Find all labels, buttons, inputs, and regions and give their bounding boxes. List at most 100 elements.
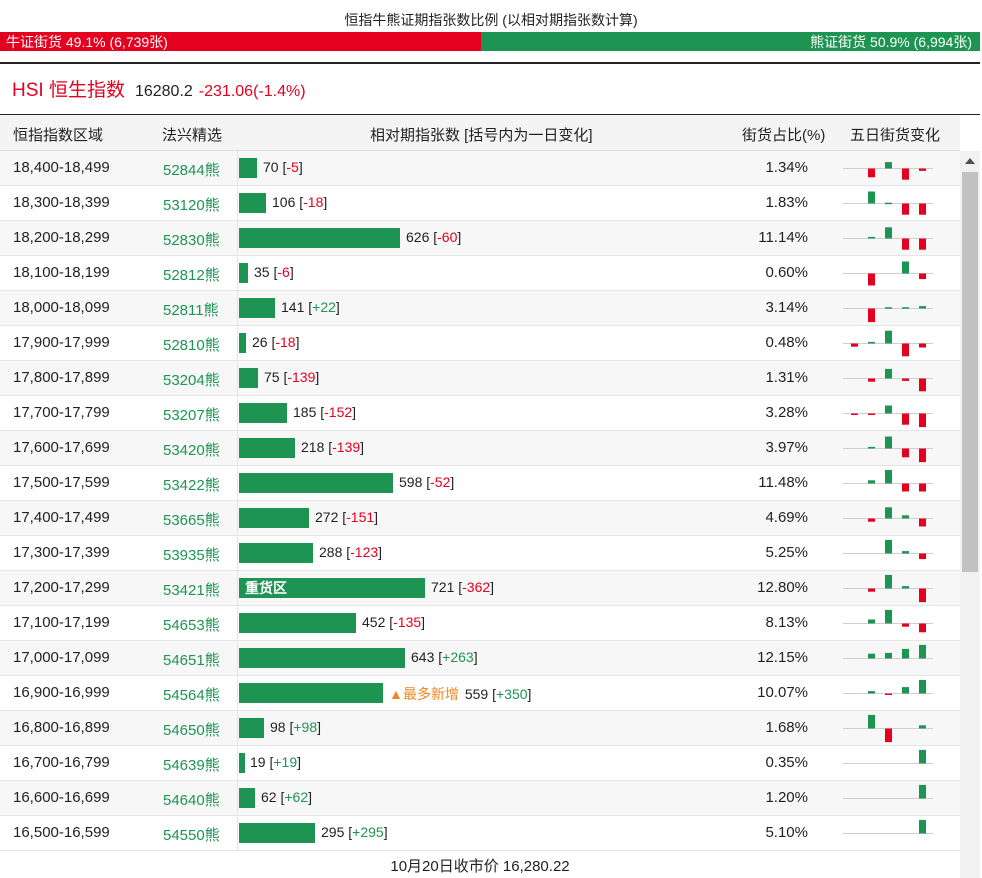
index-range-cell: 18,200-18,299	[13, 229, 110, 246]
daily-change: -139	[332, 439, 361, 455]
count-value: 626 [-60]	[406, 229, 462, 245]
column-divider	[237, 151, 238, 186]
sparkline-bar	[868, 619, 875, 624]
count-bar	[239, 403, 287, 423]
warrant-code-link[interactable]: 52810熊	[163, 337, 220, 354]
warrant-code-link[interactable]: 52812熊	[163, 267, 220, 284]
count-number: 559	[464, 686, 489, 702]
count-number: 75	[264, 369, 280, 385]
sparkline-bar	[868, 191, 875, 204]
column-divider	[237, 641, 238, 676]
index-range-cell: 17,800-17,899	[13, 369, 110, 386]
column-divider	[237, 676, 238, 711]
warrant-code-link[interactable]: 53204熊	[163, 372, 220, 389]
daily-change: -18	[303, 194, 324, 210]
share-ratio: 0.60%	[765, 264, 808, 281]
warrant-code-link[interactable]: 54639熊	[163, 757, 220, 774]
sparkline-bar	[885, 469, 892, 484]
warrant-code-link[interactable]: 53420熊	[163, 442, 220, 459]
sparkline-bar	[885, 227, 892, 239]
daily-change: +295	[352, 824, 384, 840]
index-quote: HSI 恒生指数 16280.2 -231.06(-1.4%)	[12, 75, 306, 105]
warrant-code-link[interactable]: 54550熊	[163, 827, 220, 844]
count-number: 295	[321, 824, 345, 840]
warrant-code-link[interactable]: 53665熊	[163, 512, 220, 529]
divider	[0, 62, 980, 64]
header-range: 恒指指数区域	[13, 127, 104, 144]
warrant-code-link[interactable]: 54650熊	[163, 722, 220, 739]
sparkline-bar	[902, 378, 909, 381]
table-row: 17,600-17,699 53420熊 218 [-139] 3.97%	[0, 431, 960, 466]
daily-change: +19	[273, 754, 298, 770]
index-range-cell: 17,200-17,299	[13, 579, 110, 596]
count-bar	[239, 158, 257, 178]
index-range-cell: 17,900-17,999	[13, 334, 110, 351]
share-ratio: 10.07%	[757, 684, 808, 701]
count-number: 70	[263, 159, 279, 175]
sparkline-bar	[919, 168, 926, 171]
warrant-code-link[interactable]: 52844熊	[163, 162, 220, 179]
daily-change: -151	[346, 509, 375, 525]
bear-ratio-segment: 熊证街货 50.9% (6,994张)	[481, 32, 980, 51]
five-day-sparkline	[843, 539, 933, 560]
sparkline-bar	[902, 687, 909, 694]
table-row: 18,200-18,299 52830熊 626 [-60] 11.14%	[0, 221, 960, 256]
column-divider	[237, 431, 238, 466]
sparkline-bar	[868, 446, 875, 449]
scroll-up-arrow-icon[interactable]	[965, 158, 975, 164]
sparkline-bar	[902, 448, 909, 458]
share-ratio: 12.80%	[757, 579, 808, 596]
count-value: 26 [-18]	[252, 334, 300, 350]
count-bar	[239, 333, 246, 353]
share-ratio: 5.10%	[765, 824, 808, 841]
sparkline-bar	[868, 691, 875, 694]
count-value: 452 [-135]	[362, 614, 426, 630]
index-range-cell: 16,900-16,999	[13, 684, 110, 701]
warrant-code-link[interactable]: 54653熊	[163, 617, 220, 634]
share-ratio: 1.83%	[765, 194, 808, 211]
count-number: 288	[319, 544, 343, 560]
warrant-code-link[interactable]: 53422熊	[163, 477, 220, 494]
table-row: 17,500-17,599 53422熊 598 [-52] 11.48%	[0, 466, 960, 501]
header-code: 法兴精选	[162, 127, 223, 144]
column-divider	[237, 361, 238, 396]
warrant-code-link[interactable]: 53207熊	[163, 407, 220, 424]
index-range-cell: 17,300-17,399	[13, 544, 110, 561]
count-bar	[239, 473, 393, 493]
five-day-sparkline	[843, 330, 933, 357]
warrant-code-link[interactable]: 54651熊	[163, 652, 220, 669]
table-row: 18,400-18,499 52844熊 70 [-5] 1.34%	[0, 151, 960, 186]
column-divider	[237, 536, 238, 571]
daily-change: -139	[287, 369, 316, 385]
sparkline-bar	[885, 202, 892, 205]
warrant-code-link[interactable]: 52811熊	[163, 302, 219, 319]
five-day-sparkline	[843, 436, 933, 463]
bull-bear-ratio-bar: 牛证街货 49.1% (6,739张) 熊证街货 50.9% (6,994张)	[0, 32, 980, 51]
table-row: 18,000-18,099 52811熊 141 [+22] 3.14%	[0, 291, 960, 326]
warrant-code-link[interactable]: 52830熊	[163, 232, 220, 249]
warrant-code-link[interactable]: 54564熊	[163, 687, 220, 704]
column-divider	[237, 326, 238, 361]
warrant-code-link[interactable]: 53421熊	[163, 582, 220, 599]
count-number: 185	[293, 404, 317, 420]
five-day-sparkline	[843, 714, 933, 743]
sparkline-bar	[919, 749, 926, 764]
scrollbar-thumb[interactable]	[962, 172, 978, 572]
count-value: 721 [-362]	[431, 579, 495, 595]
count-bar	[239, 228, 400, 248]
count-number: 643	[411, 649, 435, 665]
table-row: 18,300-18,399 53120熊 106 [-18] 1.83%	[0, 186, 960, 221]
count-number: 721	[431, 579, 455, 595]
warrant-code-link[interactable]: 53120熊	[163, 197, 220, 214]
sparkline-bar	[885, 436, 892, 449]
share-ratio: 4.69%	[765, 509, 808, 526]
warrant-code-link[interactable]: 53935熊	[163, 547, 220, 564]
sparkline-bar	[868, 518, 875, 522]
five-day-sparkline	[843, 261, 933, 286]
index-name[interactable]: HSI 恒生指数	[12, 80, 125, 101]
count-number: 598	[399, 474, 423, 490]
share-ratio: 1.20%	[765, 789, 808, 806]
share-ratio: 12.15%	[757, 649, 808, 666]
sparkline-bar	[919, 203, 926, 215]
warrant-code-link[interactable]: 54640熊	[163, 792, 220, 809]
